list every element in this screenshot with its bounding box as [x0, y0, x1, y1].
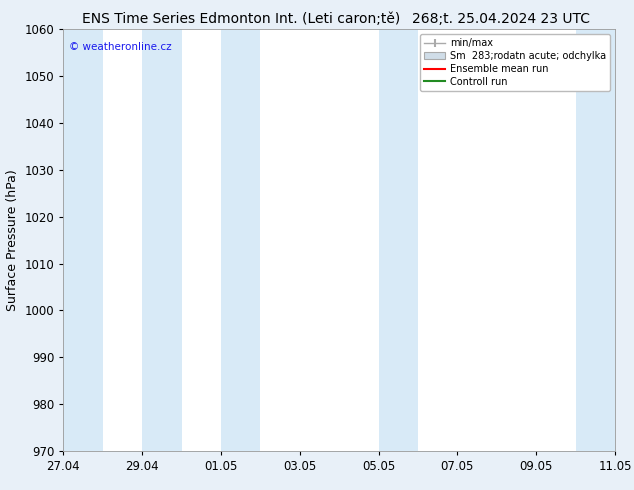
Text: ENS Time Series Edmonton Int. (Leti caron;tě): ENS Time Series Edmonton Int. (Leti caro…	[82, 12, 400, 26]
Bar	[378, 29, 418, 451]
Legend: min/max, Sm  283;rodatn acute; odchylka, Ensemble mean run, Controll run: min/max, Sm 283;rodatn acute; odchylka, …	[420, 34, 610, 91]
Text: © weatheronline.cz: © weatheronline.cz	[69, 42, 172, 52]
Bar	[576, 29, 615, 451]
Bar	[221, 29, 261, 451]
Y-axis label: Surface Pressure (hPa): Surface Pressure (hPa)	[6, 169, 19, 311]
Bar	[142, 29, 181, 451]
Text: 268;t. 25.04.2024 23 UTC: 268;t. 25.04.2024 23 UTC	[412, 12, 590, 26]
Bar	[63, 29, 103, 451]
